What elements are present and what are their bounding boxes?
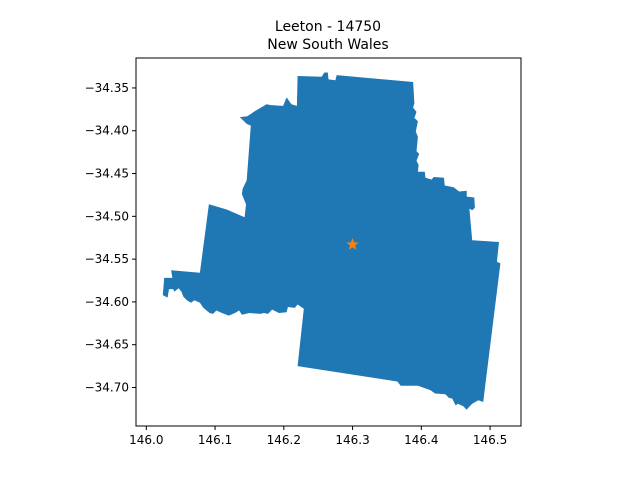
- y-tick-label: −34.65: [85, 338, 129, 352]
- y-tick-label: −34.60: [85, 295, 129, 309]
- y-axis: −34.35 −34.40 −34.45 −34.50 −34.55 −34.60 −34.…: [85, 81, 136, 394]
- x-tick-label: 146.4: [404, 433, 438, 447]
- y-tick-label: −34.70: [85, 380, 129, 394]
- map-title: Leeton - 14750: [275, 19, 381, 35]
- region-boundary: [162, 72, 501, 410]
- plot-area: [162, 72, 501, 410]
- y-tick-label: −34.40: [85, 124, 129, 138]
- axes-frame: [135, 57, 522, 427]
- y-tick-label: −34.50: [85, 209, 129, 223]
- x-tick-label: 146.1: [198, 433, 232, 447]
- map-subtitle: New South Wales: [267, 37, 388, 53]
- y-tick-label: −34.35: [85, 81, 129, 95]
- x-tick-label: 146.5: [473, 433, 507, 447]
- y-tick-label: −34.45: [85, 167, 129, 181]
- x-axis: 146.0 146.1 146.2 146.3 146.4 146.5: [129, 426, 507, 447]
- location-star-marker: [346, 238, 359, 250]
- x-tick-label: 146.0: [129, 433, 163, 447]
- y-tick-label: −34.55: [85, 252, 129, 266]
- x-tick-label: 146.3: [335, 433, 369, 447]
- x-tick-label: 146.2: [267, 433, 301, 447]
